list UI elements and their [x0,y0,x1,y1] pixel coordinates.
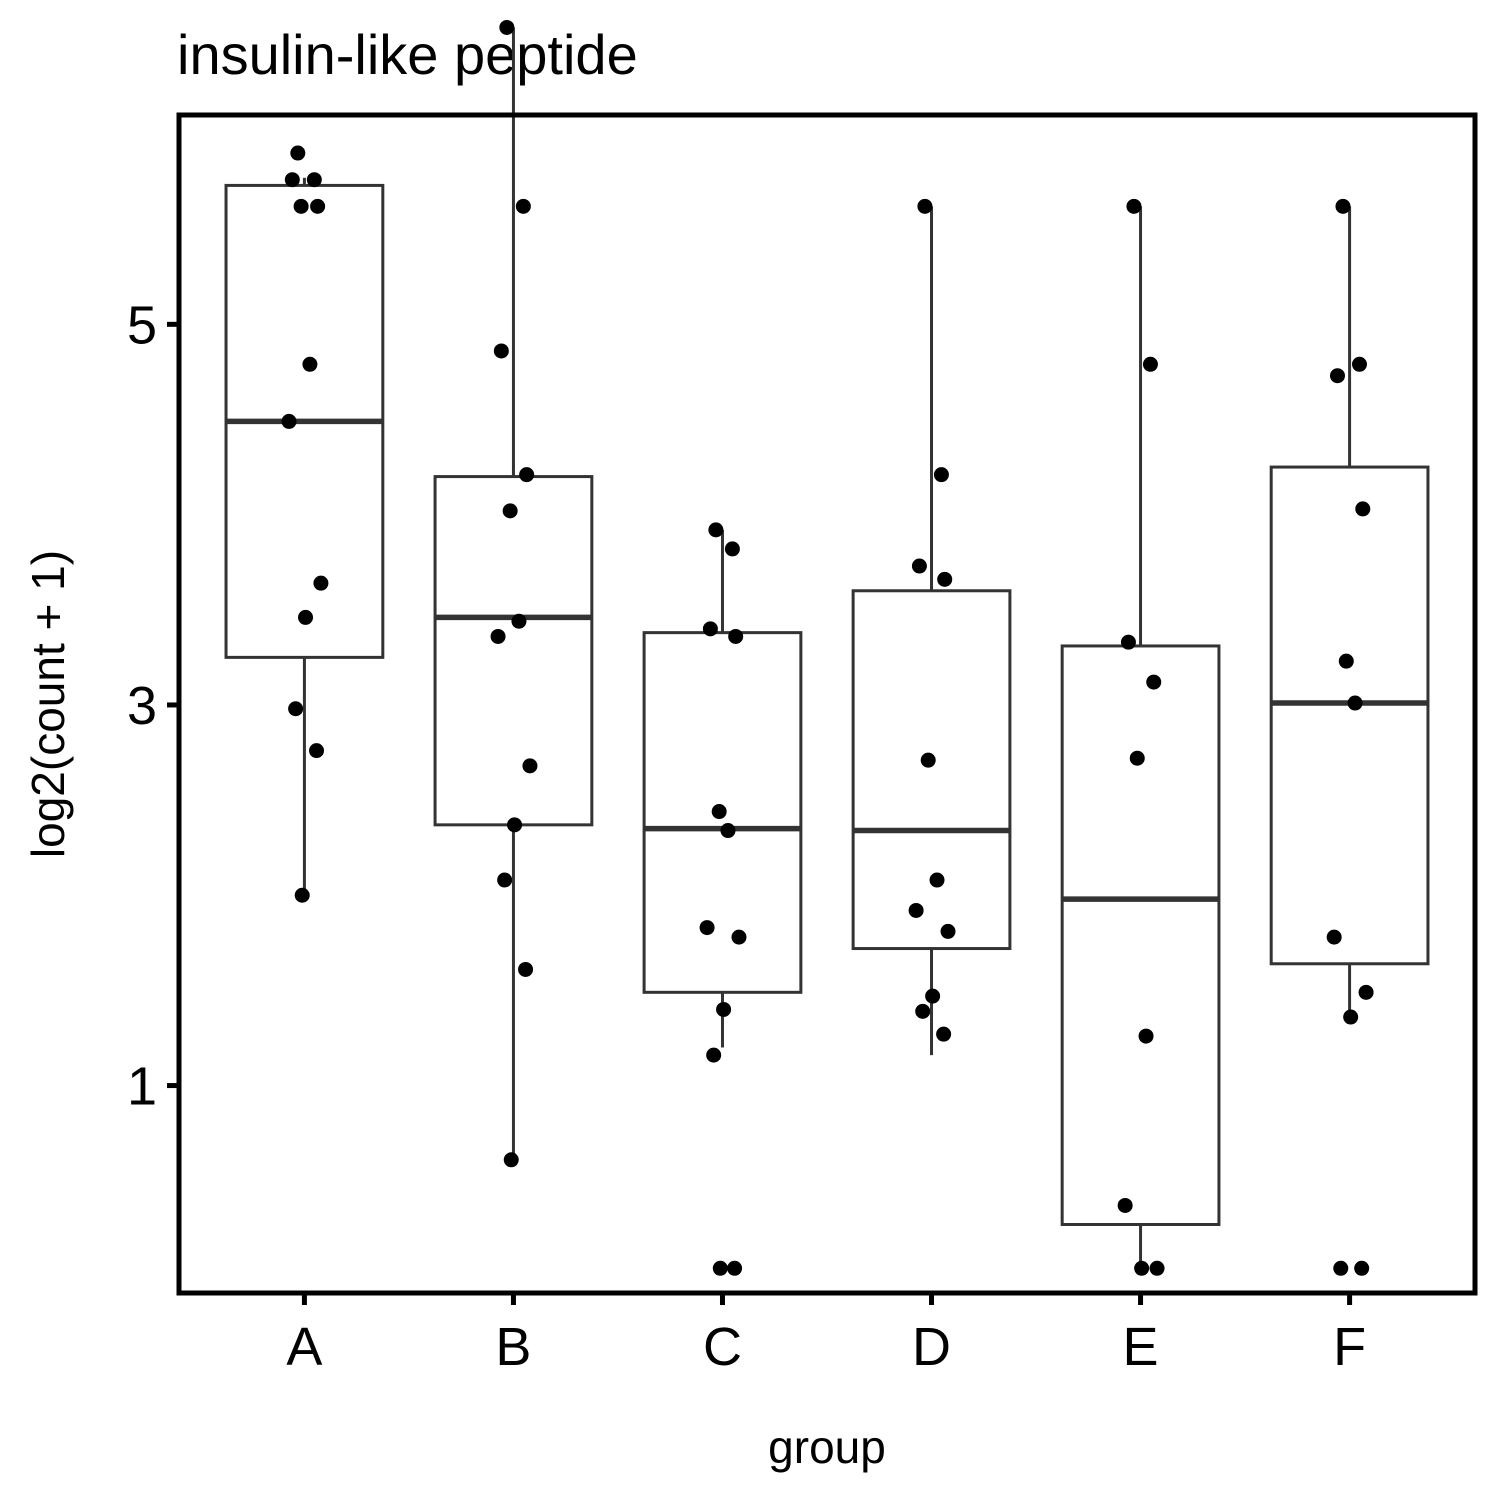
data-point-D [940,923,956,939]
data-point-D [929,872,945,888]
chart-title: insulin-like peptide [177,23,638,86]
x-tick-label: F [1333,1317,1366,1377]
data-point-C [731,929,747,945]
y-tick-label: 5 [127,295,157,355]
box-group-B [433,27,594,1160]
x-tick-label: D [912,1317,951,1377]
data-point-F [1326,929,1342,945]
data-point-E [1120,634,1136,650]
data-point-D [933,467,949,483]
axes-layer: 1 3 5 A B C D E F [127,295,1366,1377]
data-point-F [1329,368,1345,384]
data-point-A [313,575,329,591]
data-point-F [1358,984,1374,1000]
y-tick-label: 1 [127,1057,157,1117]
data-point-A [309,743,325,759]
data-point-A [290,145,306,161]
data-point-C [728,628,744,644]
data-point-B [502,503,518,519]
data-point-A [306,172,322,188]
data-point-B [490,628,506,644]
data-point-D [925,988,941,1004]
data-point-D [936,1026,952,1042]
points-layer [281,19,1374,1276]
data-point-B [522,758,538,774]
data-point-C [720,823,736,839]
x-tick-label: E [1123,1317,1159,1377]
data-point-E [1117,1197,1133,1213]
data-point-F [1347,695,1363,711]
data-point-E [1138,1028,1154,1044]
data-point-E [1129,750,1145,766]
data-point-B [507,817,523,833]
data-point-C [702,621,718,637]
data-point-E [1134,1260,1150,1276]
boxes-layer [224,27,1430,1269]
x-tick-label: A [286,1317,322,1377]
x-tick-label: C [703,1317,742,1377]
data-point-C [716,1001,732,1017]
data-point-D [908,902,924,918]
data-point-A [302,356,318,372]
data-point-B [511,613,527,629]
data-point-F [1351,356,1367,372]
data-point-C [708,522,724,538]
box-iqr [851,589,1012,951]
data-point-A [293,198,309,214]
data-point-A [310,198,326,214]
data-point-C [724,541,740,557]
data-point-E [1146,674,1162,690]
data-point-F [1354,1260,1370,1276]
data-point-C [727,1260,743,1276]
data-point-A [288,701,304,717]
box-group-F [1269,206,1430,1018]
data-point-B [518,961,534,977]
data-point-B [515,198,531,214]
data-point-E [1149,1260,1165,1276]
data-point-D [915,1003,931,1019]
box-iqr [433,475,594,827]
data-point-A [294,887,310,903]
x-axis-title: group [768,1421,886,1473]
data-point-D [917,198,933,214]
box-iqr [1060,644,1221,1226]
data-point-B [493,343,509,359]
data-point-D [920,752,936,768]
data-point-F [1355,501,1371,517]
data-point-E [1142,356,1158,372]
data-point-C [699,920,715,936]
data-point-F [1338,653,1354,669]
data-point-C [706,1047,722,1063]
data-point-E [1126,198,1142,214]
data-point-B [503,1152,519,1168]
data-point-C [712,1260,728,1276]
data-point-A [284,172,300,188]
x-tick-label: B [495,1317,531,1377]
data-point-A [298,609,314,625]
box-group-D [851,206,1012,1056]
data-point-B [499,19,515,35]
data-point-D [937,571,953,587]
data-point-F [1343,1009,1359,1025]
data-point-F [1335,198,1351,214]
box-group-A [224,177,385,896]
box-group-C [642,529,803,1048]
data-point-D [911,558,927,574]
plot-panel-border [176,112,1478,1296]
data-point-A [281,413,297,429]
y-tick-label: 3 [127,676,157,736]
data-point-B [497,872,513,888]
data-point-F [1333,1260,1349,1276]
data-point-C [711,804,727,820]
data-point-B [519,467,535,483]
box-group-E [1060,206,1221,1269]
y-axis-title: log2(count + 1) [22,550,74,858]
box-iqr [1269,465,1430,966]
